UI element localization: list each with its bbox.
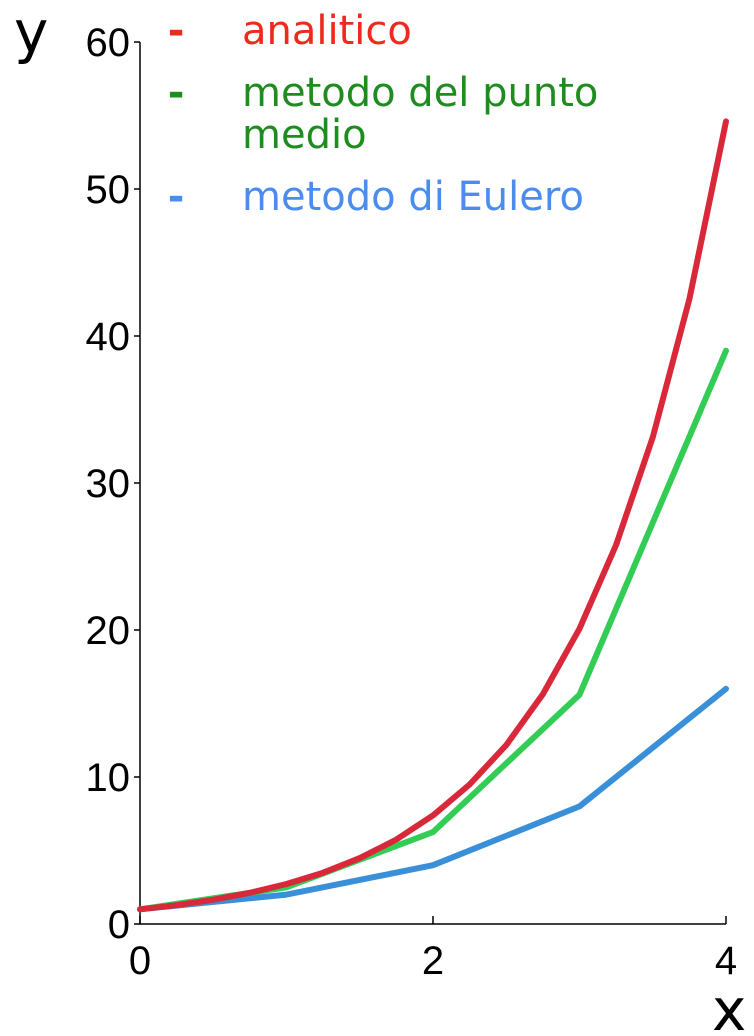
y-tick-label: 0 bbox=[108, 903, 130, 947]
series-line-analitico bbox=[137, 118, 729, 913]
legend-dash: - bbox=[168, 70, 185, 116]
y-tick-label: 20 bbox=[86, 609, 131, 653]
x-axis-label: x bbox=[712, 976, 746, 1036]
legend-label: metodo di Eulero bbox=[242, 174, 584, 220]
y-tick-label: 40 bbox=[86, 315, 131, 359]
ticks: 0 10 20 30 40 50 60 0 2 4 bbox=[86, 21, 738, 983]
legend-dash: - bbox=[168, 8, 185, 54]
legend-label: medio bbox=[242, 112, 367, 158]
legend-label: metodo del punto bbox=[242, 70, 598, 116]
y-tick-label: 50 bbox=[86, 168, 131, 212]
x-tick-label: 4 bbox=[715, 939, 737, 983]
series-group bbox=[137, 118, 729, 913]
x-tick-label: 2 bbox=[422, 939, 444, 983]
x-tick-label: 0 bbox=[129, 939, 151, 983]
y-tick-label: 60 bbox=[86, 21, 131, 65]
legend-label: analitico bbox=[242, 8, 412, 54]
y-tick-label: 10 bbox=[86, 756, 131, 800]
series-line-metodo-di-eulero bbox=[137, 685, 729, 913]
series-line-metodo-del-punto-medio bbox=[137, 347, 729, 913]
y-tick-label: 30 bbox=[86, 462, 131, 506]
y-axis-label: y bbox=[14, 0, 48, 66]
legend-dash: - bbox=[168, 174, 185, 220]
